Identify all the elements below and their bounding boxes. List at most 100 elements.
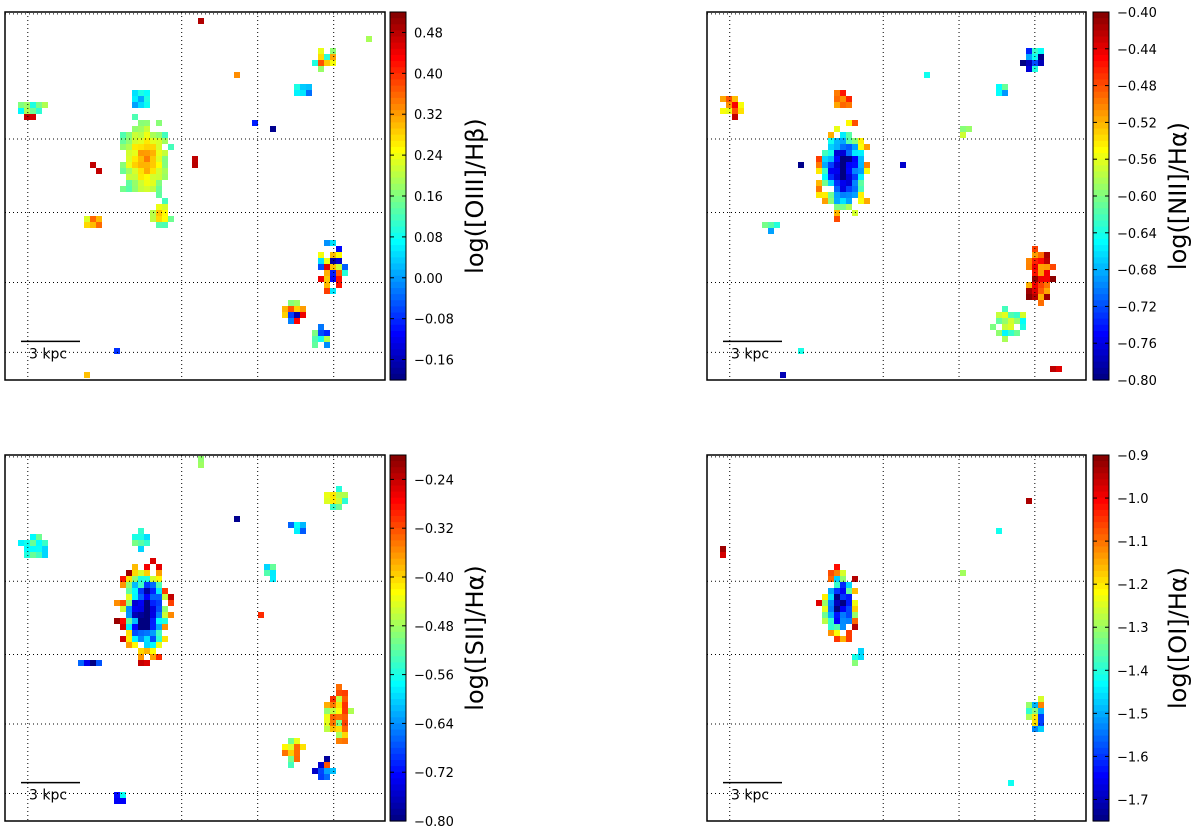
map-pixel xyxy=(294,300,300,306)
map-pixel xyxy=(1026,498,1032,504)
map-pixel xyxy=(846,630,852,636)
map-pixel xyxy=(126,636,132,642)
colorbar-segment xyxy=(1093,232,1109,240)
map-pixel xyxy=(1026,258,1032,264)
map-pixel xyxy=(1038,252,1044,258)
map-pixel xyxy=(852,186,858,192)
map-pixel xyxy=(336,720,342,726)
map-pixel xyxy=(156,636,162,642)
colorbar-tick-label: −0.56 xyxy=(1117,153,1157,168)
map-pixel xyxy=(138,618,144,624)
map-pixel xyxy=(126,150,132,156)
map-pixel xyxy=(342,726,348,732)
map-pixel xyxy=(24,552,30,558)
map-pixel xyxy=(780,372,786,378)
map-pixel xyxy=(162,138,168,144)
map-pixel xyxy=(114,600,120,606)
colorbar-segment xyxy=(1093,711,1109,718)
colorbar xyxy=(389,454,407,822)
map-pixel xyxy=(18,102,24,108)
map-pixel xyxy=(324,774,330,780)
map-pixel xyxy=(138,612,144,618)
colorbar-segment xyxy=(1093,361,1109,369)
colorbar-segment xyxy=(1093,134,1109,142)
colorbar-segment xyxy=(390,269,406,277)
colorbar-segment xyxy=(1093,467,1109,474)
map-pixel xyxy=(138,534,144,540)
colorbar-tick-label: −0.80 xyxy=(414,815,454,830)
colorbar-segment xyxy=(1093,491,1109,499)
colorbar-segment xyxy=(390,36,406,44)
scale-bar-label: 3 kpc xyxy=(29,788,67,804)
map-pixel xyxy=(144,150,150,156)
map-pixel xyxy=(846,618,852,624)
colorbar-segment xyxy=(1093,674,1109,682)
map-pixel xyxy=(324,708,330,714)
map-pixel xyxy=(324,330,330,336)
colorbar-segment xyxy=(1093,778,1109,785)
colorbar-segment xyxy=(1093,42,1109,50)
map-pixel xyxy=(1044,276,1050,282)
colorbar-segment xyxy=(390,686,406,694)
colorbar-segment xyxy=(1093,312,1109,320)
map-pixel xyxy=(156,594,162,600)
map-pixel xyxy=(336,270,342,276)
map-pixel xyxy=(150,624,156,630)
map-pixel xyxy=(846,198,852,204)
map-pixel xyxy=(996,528,1002,534)
map-pixel xyxy=(828,144,834,150)
map-pixel xyxy=(324,342,330,348)
map-pixel xyxy=(198,462,204,468)
map-pixel xyxy=(834,600,840,606)
map-pixel xyxy=(336,246,342,252)
map-pixel xyxy=(144,138,150,144)
colorbar-segment xyxy=(1093,97,1109,105)
colorbar-segment xyxy=(1093,509,1109,517)
colorbar-segment xyxy=(390,699,406,706)
colorbar-segment xyxy=(1093,373,1109,381)
colorbar-segment xyxy=(1093,24,1109,31)
map-pixel xyxy=(330,60,336,66)
map-pixel xyxy=(294,756,300,762)
colorbar-tick-label: −1.1 xyxy=(1117,535,1149,550)
map-pixel xyxy=(324,240,330,246)
map-pixel xyxy=(828,168,834,174)
map-pixel xyxy=(852,192,858,198)
map-pixel xyxy=(162,636,168,642)
map-pixel xyxy=(336,486,342,492)
colorbar-segment xyxy=(390,73,406,81)
map-pixel xyxy=(324,726,330,732)
map-pixel xyxy=(138,90,144,96)
colorbar-segment xyxy=(1093,729,1109,737)
map-pixel xyxy=(834,594,840,600)
map-pixel xyxy=(120,636,126,642)
colorbar-segment xyxy=(1093,650,1109,657)
map-pixel xyxy=(150,654,156,660)
colorbar-segment xyxy=(1093,747,1109,755)
map-pixel xyxy=(318,54,324,60)
map-pixel xyxy=(960,126,966,132)
map-pixel xyxy=(840,162,846,168)
map-pixel xyxy=(138,138,144,144)
map-pixel xyxy=(1026,54,1032,60)
map-pixel xyxy=(828,138,834,144)
map-pixel xyxy=(162,168,168,174)
map-pixel xyxy=(852,144,858,150)
colorbar-segment xyxy=(390,601,406,609)
map-pixel xyxy=(828,180,834,186)
map-pixel xyxy=(834,168,840,174)
map-pixel xyxy=(312,60,318,66)
map-pixel xyxy=(150,576,156,582)
map-pixel xyxy=(318,252,324,258)
map-pixel xyxy=(330,498,336,504)
map-pixel xyxy=(318,336,324,342)
map-pixel xyxy=(342,738,348,744)
map-pixel xyxy=(828,150,834,156)
colorbar-tick-label: 0.16 xyxy=(414,190,443,205)
map-pixel xyxy=(306,84,312,90)
colorbar-segment xyxy=(1093,300,1109,307)
colorbar-segment xyxy=(390,717,406,724)
colorbar-segment xyxy=(1093,54,1109,62)
map-pixel xyxy=(846,180,852,186)
colorbar-segment xyxy=(390,343,406,350)
